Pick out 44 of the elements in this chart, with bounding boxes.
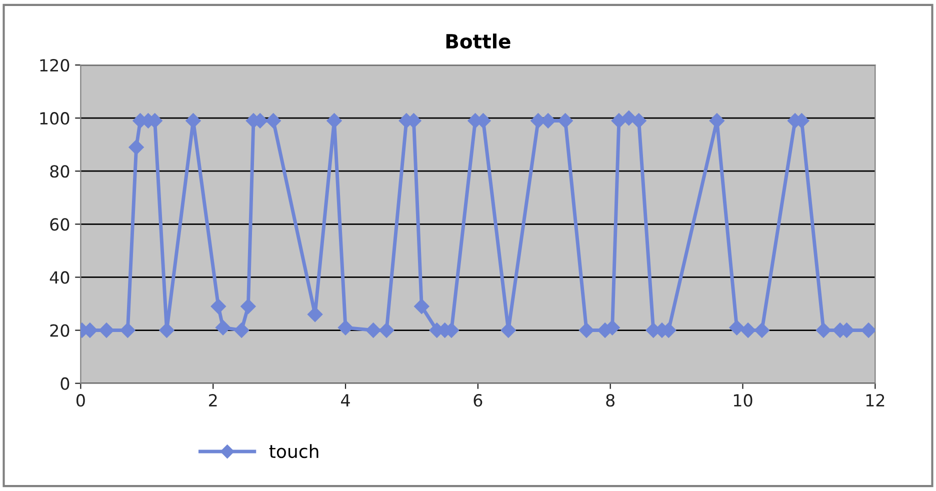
point bbox=[307, 306, 323, 322]
x-tick-label: 6 bbox=[474, 394, 482, 407]
y-tick-label: 120 bbox=[40, 58, 70, 72]
point bbox=[729, 320, 744, 336]
point bbox=[578, 322, 594, 338]
point bbox=[326, 113, 342, 128]
x-tick-label: 10 bbox=[734, 394, 752, 407]
point bbox=[266, 113, 281, 128]
point bbox=[860, 322, 876, 338]
y-tick-label: 60 bbox=[50, 218, 70, 231]
y-tick-label: 20 bbox=[50, 324, 70, 337]
point bbox=[120, 322, 136, 338]
point bbox=[621, 110, 636, 126]
point bbox=[709, 113, 724, 128]
y-tick-label: 0 bbox=[60, 377, 70, 390]
point bbox=[558, 113, 573, 128]
point bbox=[631, 113, 646, 128]
point bbox=[338, 320, 354, 336]
point bbox=[816, 322, 832, 338]
chart-title: Bottle bbox=[446, 34, 510, 49]
point bbox=[98, 322, 114, 338]
x-tick-label: 0 bbox=[76, 394, 85, 407]
x-tick-label: 12 bbox=[866, 394, 884, 406]
point bbox=[186, 113, 201, 128]
point bbox=[215, 320, 231, 336]
point bbox=[234, 322, 250, 338]
point bbox=[366, 322, 381, 338]
point bbox=[378, 322, 394, 338]
point bbox=[414, 298, 430, 314]
point bbox=[500, 322, 516, 338]
point bbox=[754, 322, 770, 338]
x-tick-label: 2 bbox=[209, 394, 217, 406]
y-tick-label: 80 bbox=[50, 165, 70, 178]
point bbox=[740, 322, 756, 338]
point bbox=[240, 298, 256, 314]
legend-label: touch bbox=[269, 444, 318, 458]
point bbox=[611, 113, 627, 128]
point bbox=[210, 298, 226, 314]
x-tick-label: 4 bbox=[341, 394, 350, 406]
x-tick-label: 8 bbox=[606, 394, 614, 407]
point bbox=[128, 140, 144, 155]
y-tick-label: 40 bbox=[50, 271, 70, 284]
y-tick-label: 100 bbox=[40, 112, 70, 125]
point bbox=[159, 322, 174, 338]
